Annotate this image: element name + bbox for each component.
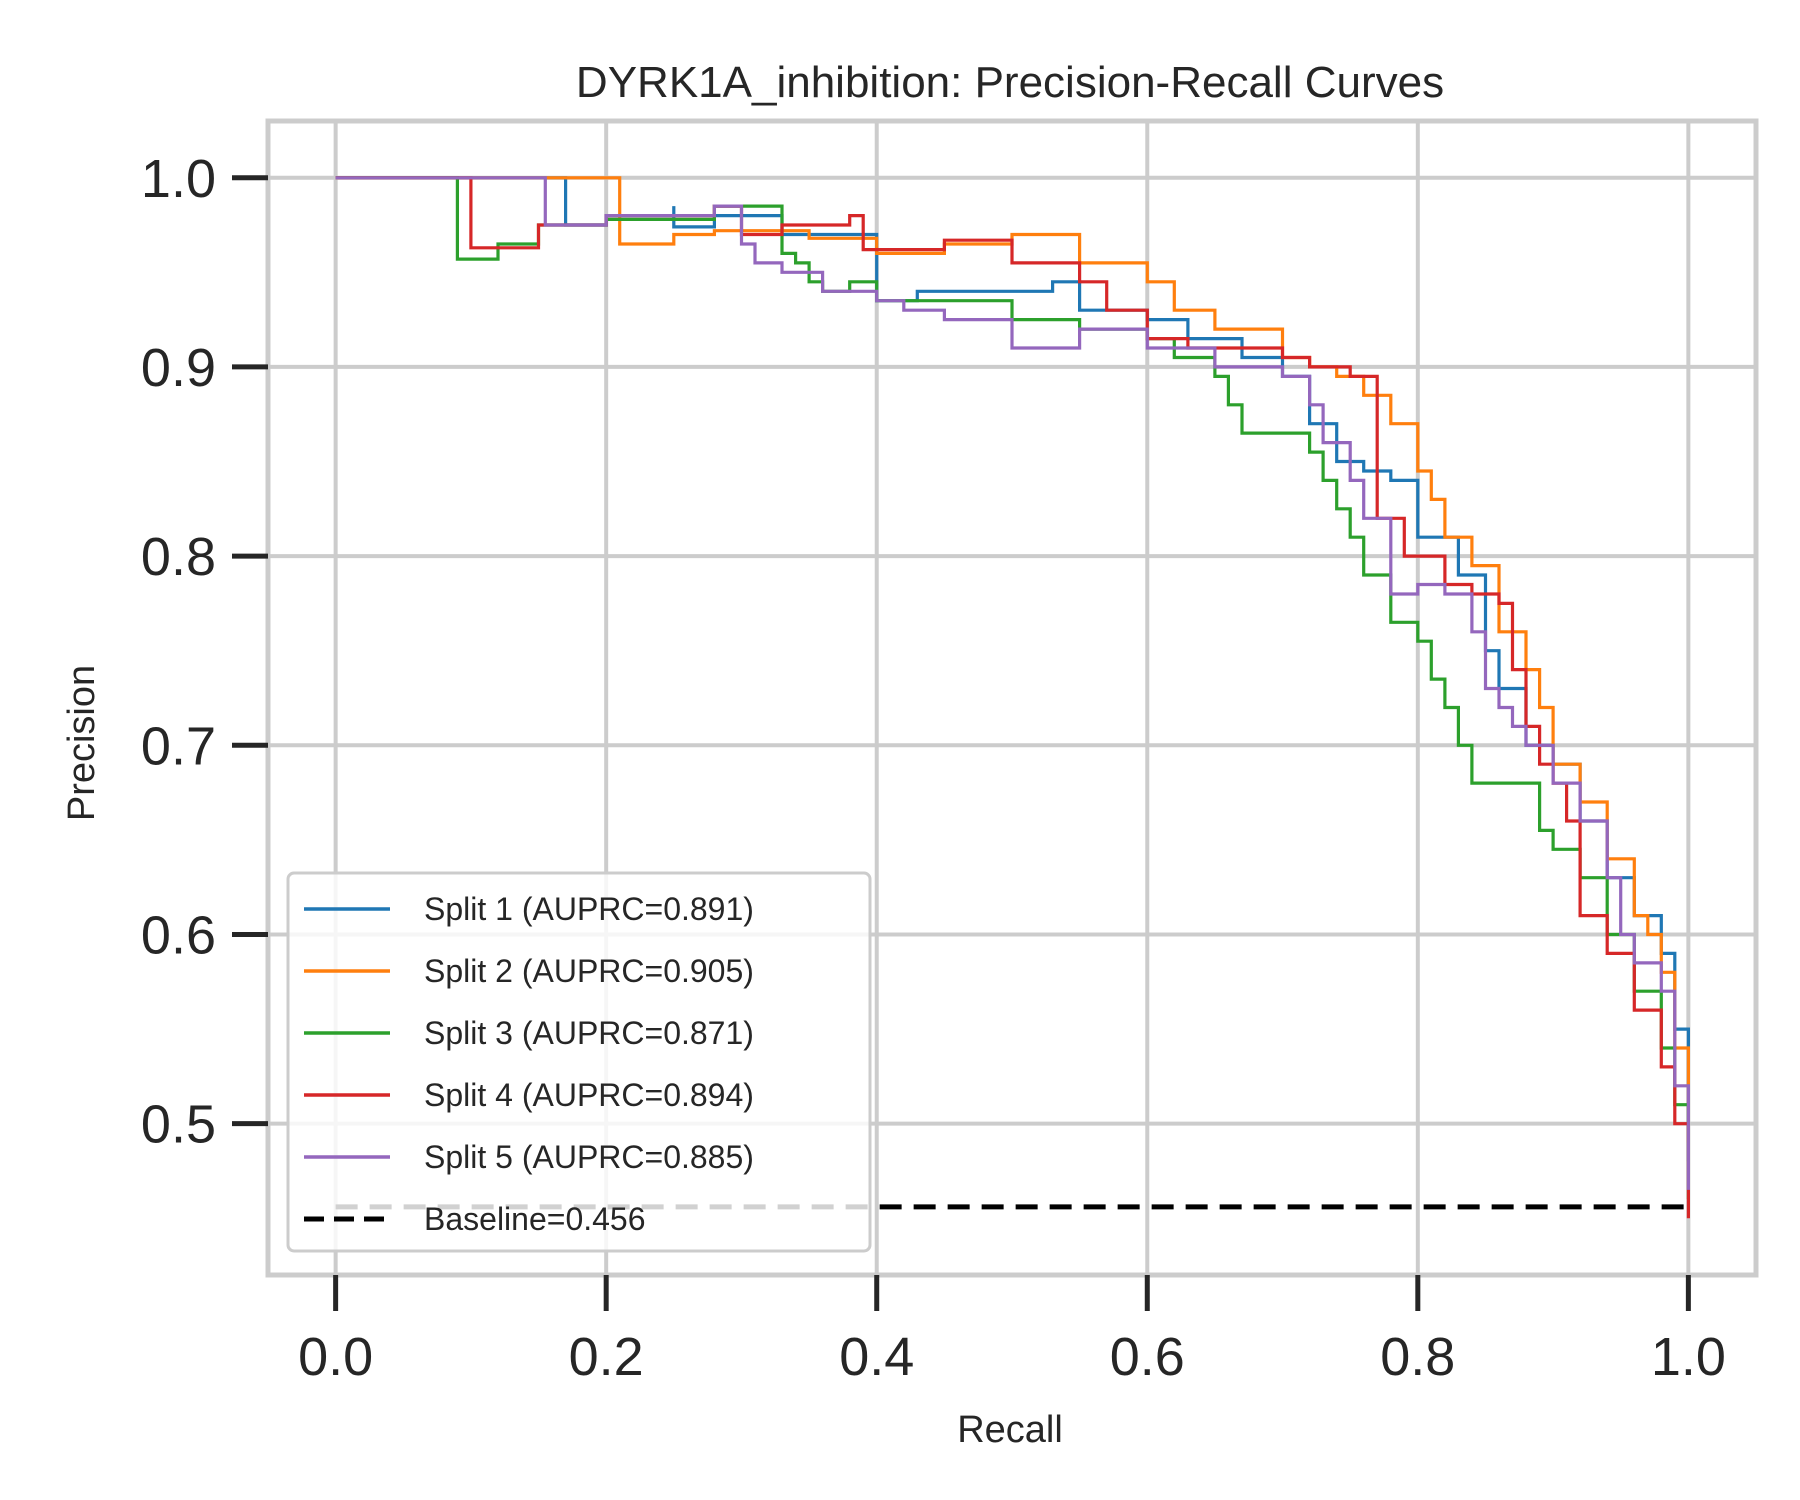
legend-entry-1: Split 1 (AUPRC=0.891) — [424, 891, 754, 927]
y-tick-label-4: 0.9 — [141, 338, 216, 398]
y-tick-label-1: 0.6 — [141, 905, 216, 965]
y-tick-label-3: 0.8 — [141, 527, 216, 587]
legend-box — [286, 871, 872, 1253]
x-tick-label-0: 0.0 — [298, 1327, 373, 1387]
x-tick-label-1: 0.2 — [569, 1327, 644, 1387]
x-tick-label-4: 0.8 — [1380, 1327, 1455, 1387]
chart-title: DYRK1A_inhibition: Precision-Recall Curv… — [576, 58, 1444, 107]
legend-entry-4: Split 4 (AUPRC=0.894) — [424, 1077, 754, 1113]
plot-frame — [265, 118, 1759, 1278]
legend: Split 1 (AUPRC=0.891) Split 2 (AUPRC=0.90… — [286, 871, 872, 1253]
legend-entry-3: Split 3 (AUPRC=0.871) — [424, 1015, 754, 1051]
x-tick-label-3: 0.6 — [1110, 1327, 1185, 1387]
y-axis-label: Precision — [61, 665, 103, 821]
legend-entry-2: Split 2 (AUPRC=0.905) — [424, 953, 754, 989]
series-line-4 — [335, 176, 1690, 1219]
y-tick-label-5: 1.0 — [141, 149, 216, 209]
x-axis-ticks: 0.0 0.2 0.4 0.6 0.8 1.0 — [298, 1275, 1726, 1387]
series-line-5 — [335, 176, 1690, 1190]
series-line-3 — [335, 176, 1690, 1200]
legend-entry-5: Split 5 (AUPRC=0.885) — [424, 1139, 754, 1175]
legend-entry-6: Baseline=0.456 — [424, 1201, 646, 1237]
x-axis-label: Recall — [957, 1409, 1063, 1451]
x-tick-label-5: 1.0 — [1651, 1327, 1726, 1387]
y-axis-ticks: 0.5 0.6 0.7 0.8 0.9 1.0 — [141, 149, 268, 1155]
y-tick-label-2: 0.7 — [141, 716, 216, 776]
y-tick-label-0: 0.5 — [141, 1095, 216, 1155]
x-tick-label-2: 0.4 — [839, 1327, 914, 1387]
series-lines — [335, 176, 1690, 1219]
